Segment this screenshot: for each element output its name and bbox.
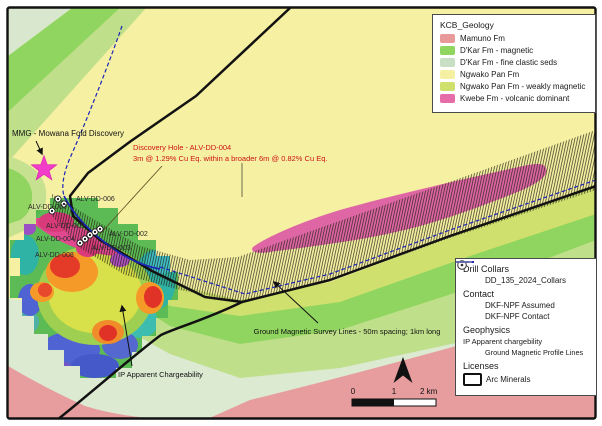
north-arrow-icon — [393, 357, 413, 383]
geology-mamuno-sw — [8, 366, 159, 419]
legend-label: Ngwako Pan Fm - weakly magnetic — [460, 82, 586, 91]
drill-label: ALV-DD-006 — [76, 196, 115, 203]
drill-collars — [48, 195, 104, 247]
legend-item-dkar-clastic: D'Kar Fm - fine clastic seds — [440, 58, 588, 67]
scale-two: 2 km — [420, 387, 438, 396]
survey-lines-label: Ground Magnetic Survey Lines - 50m spaci… — [254, 327, 441, 336]
legend-item-contact: DKF-NPF Contact — [456, 261, 589, 321]
mmg-arrow — [35, 140, 43, 156]
drill-label: ALV-DD-003 — [92, 245, 131, 252]
legend-item-kwebe: Kwebe Fm - volcanic dominant — [440, 94, 588, 103]
survey-arrow — [272, 281, 319, 324]
ip-arrow — [119, 304, 133, 367]
mmg-discovery-label: MMG - Mowana Fold Discovery — [12, 129, 124, 138]
geology-corner-lightgreen — [8, 8, 146, 162]
legend-item-drill-collars: DD_135_2024_Collars — [457, 260, 589, 285]
mowana-star-icon — [30, 154, 58, 181]
legend-label: D'Kar Fm - magnetic — [460, 46, 534, 55]
discovery-annotation-line2: 3m @ 1.29% Cu Eq. within a broader 6m @ … — [133, 154, 328, 163]
scale-one: 1 — [392, 387, 397, 396]
drill-labels: ALV-DD-006 ALV-DD-007 ALV-DD-005 ALV-DD-… — [28, 196, 148, 259]
legend-item-ngwako: Ngwako Pan Fm — [440, 70, 588, 79]
drill-label: ALV-DD-005 — [46, 223, 85, 230]
legend-label: D'Kar Fm - fine clastic seds — [460, 58, 558, 67]
legend-label: Kwebe Fm - volcanic dominant — [460, 94, 570, 103]
license-boundary — [6, 6, 597, 420]
legend-item-mamuno: Mamuno Fm — [440, 34, 588, 43]
license-box-icon — [463, 373, 482, 386]
geology-legend-title: KCB_Geology — [440, 20, 494, 30]
contact-solid — [63, 195, 161, 270]
swatch-ngwako-weak — [440, 82, 455, 91]
road-line-main — [68, 8, 596, 304]
geophysics-header: Geophysics — [463, 325, 511, 335]
legend-label: DKF-NPF Contact — [485, 312, 550, 321]
geology-legend: KCB_Geology Mamuno Fm D'Kar Fm - magneti… — [432, 14, 596, 113]
ip-chargeability-label: IP Apparent Chargeability — [118, 370, 203, 379]
legend-label: DKF-NPF Assumed — [485, 301, 555, 310]
scale-bar: 0 1 2 km — [351, 387, 438, 407]
swatch-dkar-clastic — [440, 58, 455, 67]
road-line-south — [56, 300, 243, 419]
swatch-kwebe — [440, 94, 455, 103]
geology-left-green — [8, 168, 33, 224]
contact-assumed-north — [62, 25, 123, 197]
legend-label: Ngwako Pan Fm — [460, 70, 520, 79]
legend-label: Mamuno Fm — [460, 34, 505, 43]
drill-collars-header: Drill Collars — [463, 264, 510, 274]
legend-item-assumed-contact: DKF-NPF Assumed — [456, 261, 589, 310]
legend-item-arc-minerals: Arc Minerals — [463, 373, 589, 386]
legend-item-ip-chargeability: IP Apparent chargebility — [463, 337, 543, 346]
discovery-leader-line — [99, 165, 163, 235]
legend-item-ground-magnetic: Ground Magnetic Profile Lines — [456, 261, 589, 357]
legend-label: Arc Minerals — [486, 375, 531, 384]
scale-zero: 0 — [351, 387, 356, 396]
map-features-legend: Drill Collars DD_135_2024_Collars Contac… — [455, 258, 597, 396]
contact-assumed-east — [159, 179, 596, 295]
drill-label: ALV-DD-007 — [28, 204, 67, 211]
drill-label: ALV-DD-004 — [36, 236, 75, 243]
contact-header: Contact — [463, 289, 495, 299]
swatch-ngwako — [440, 70, 455, 79]
licenses-header: Licenses — [463, 361, 499, 371]
legend-label: Ground Magnetic Profile Lines — [485, 348, 584, 357]
drill-label: ALV-DD-002 — [109, 231, 148, 238]
discovery-annotation-line1: Discovery Hole - ALV-DD-004 — [133, 143, 231, 152]
legend-item-dkar-magnetic: D'Kar Fm - magnetic — [440, 46, 588, 55]
swatch-dkar-magnetic — [440, 46, 455, 55]
legend-label: DD_135_2024_Collars — [485, 276, 566, 285]
drill-label: ALV-DD-008 — [35, 252, 74, 259]
magnetic-survey-band — [52, 130, 596, 302]
swatch-mamuno — [440, 34, 455, 43]
legend-item-ngwako-weak: Ngwako Pan Fm - weakly magnetic — [440, 82, 588, 91]
